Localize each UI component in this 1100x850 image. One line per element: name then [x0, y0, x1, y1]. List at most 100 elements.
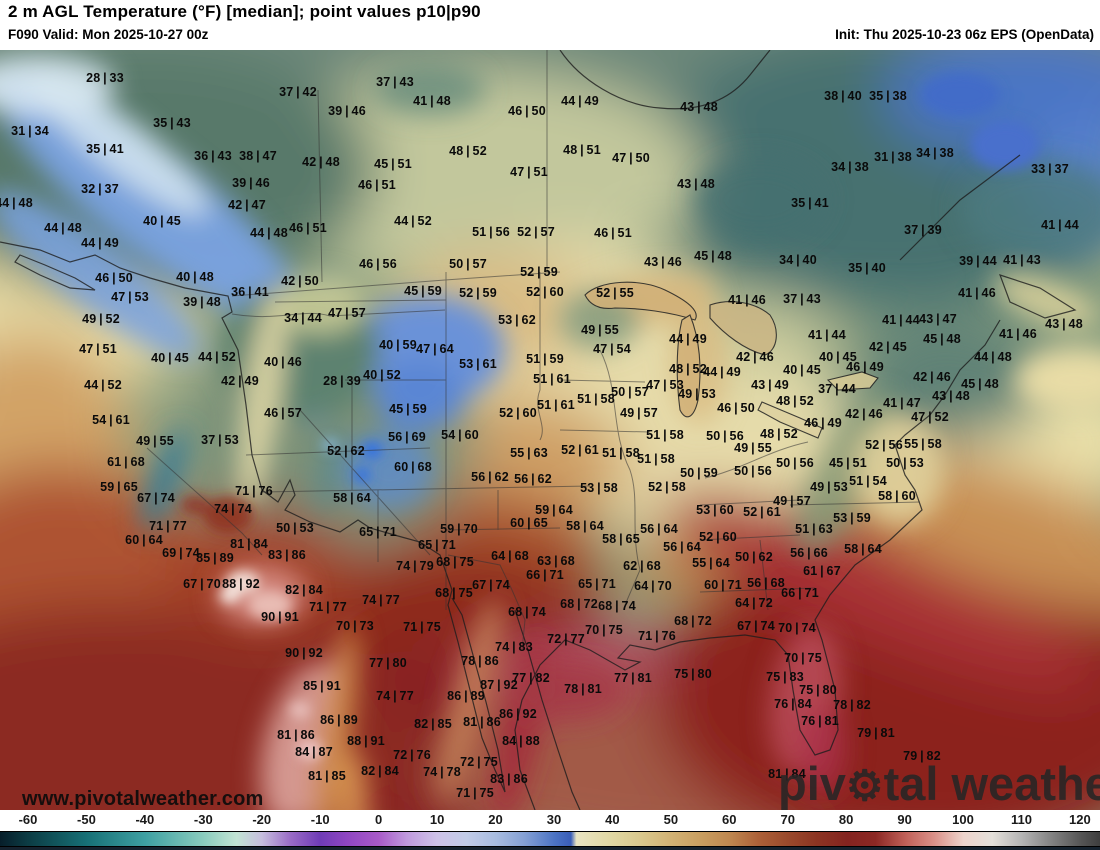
- point-value: 64 | 72: [735, 596, 773, 610]
- point-value: 86 | 89: [447, 689, 485, 703]
- point-value: 60 | 64: [125, 533, 163, 547]
- colorbar-tick: 70: [780, 812, 795, 827]
- point-value: 50 | 53: [886, 456, 924, 470]
- point-value: 54 | 60: [441, 428, 479, 442]
- point-value: 75 | 80: [674, 667, 712, 681]
- point-value: 53 | 61: [459, 357, 497, 371]
- point-value: 40 | 45: [819, 350, 857, 364]
- point-value: 45 | 48: [923, 332, 961, 346]
- point-value: 70 | 74: [778, 621, 816, 635]
- point-value: 34 | 38: [916, 146, 954, 160]
- point-value: 52 | 59: [459, 286, 497, 300]
- point-value: 45 | 48: [961, 377, 999, 391]
- point-value: 49 | 55: [581, 323, 619, 337]
- point-value: 71 | 75: [456, 786, 494, 800]
- point-value: 47 | 51: [510, 165, 548, 179]
- point-value: 47 | 53: [646, 378, 684, 392]
- point-value: 74 | 83: [495, 640, 533, 654]
- colorbar-tick: 90: [897, 812, 912, 827]
- point-value: 81 | 84: [768, 767, 806, 781]
- point-value: 41 | 47: [883, 396, 921, 410]
- point-value: 41 | 46: [999, 327, 1037, 341]
- header: 2 m AGL Temperature (°F) [median]; point…: [0, 0, 1100, 50]
- point-value: 35 | 41: [791, 196, 829, 210]
- valid-time-label: F090 Valid: Mon 2025-10-27 00z: [8, 27, 209, 42]
- point-value: 60 | 68: [394, 460, 432, 474]
- point-value: 74 | 77: [362, 593, 400, 607]
- point-value: 50 | 53: [276, 521, 314, 535]
- point-value: 74 | 79: [396, 559, 434, 573]
- point-value: 71 | 77: [149, 519, 187, 533]
- point-value: 72 | 76: [393, 748, 431, 762]
- point-value: 46 | 49: [804, 416, 842, 430]
- point-value: 87 | 92: [480, 678, 518, 692]
- point-value: 43 | 49: [751, 378, 789, 392]
- logo-text-pre: piv: [778, 757, 846, 810]
- colorbar-tick: -20: [252, 812, 272, 827]
- point-value: 41 | 46: [958, 286, 996, 300]
- point-value: 67 | 70: [183, 577, 221, 591]
- point-value: 49 | 57: [620, 406, 658, 420]
- colorbar-tick: 110: [1010, 812, 1032, 827]
- point-value: 48 | 51: [563, 143, 601, 157]
- point-value: 56 | 64: [663, 540, 701, 554]
- point-value: 82 | 84: [285, 583, 323, 597]
- temperature-colorbar: -60 -50 -40 -30 -20 -10 0 10 20 30 40 50 60 70 80 90 100…: [0, 810, 1100, 850]
- point-value: 88 | 92: [222, 577, 260, 591]
- point-value: 46 | 56: [359, 257, 397, 271]
- point-value: 47 | 64: [416, 342, 454, 356]
- point-value: 51 | 63: [795, 522, 833, 536]
- point-value: 72 | 77: [547, 632, 585, 646]
- point-value: 28 | 33: [86, 71, 124, 85]
- point-value: 62 | 68: [623, 559, 661, 573]
- point-value: 77 | 81: [614, 671, 652, 685]
- point-value: 41 | 43: [1003, 253, 1041, 267]
- map-canvas[interactable]: 28 | 33 31 | 34 35 | 43 35 | 41 36 | 43 38 | …: [0, 50, 1100, 810]
- point-value: 45 | 51: [374, 157, 412, 171]
- point-value: 44 | 52: [198, 350, 236, 364]
- point-value: 44 | 52: [394, 214, 432, 228]
- point-value: 39 | 48: [183, 295, 221, 309]
- point-value: 83 | 86: [268, 548, 306, 562]
- point-value: 64 | 70: [634, 579, 672, 593]
- point-value: 78 | 82: [833, 698, 871, 712]
- point-value: 46 | 51: [289, 221, 327, 235]
- point-value: 51 | 58: [646, 428, 684, 442]
- colorbar-tick: 80: [838, 812, 854, 827]
- point-value: 70 | 73: [336, 619, 374, 633]
- point-value: 46 | 50: [508, 104, 546, 118]
- point-value: 65 | 71: [418, 538, 456, 552]
- point-value: 56 | 68: [747, 576, 785, 590]
- point-value: 86 | 92: [499, 707, 537, 721]
- point-value: 42 | 46: [736, 350, 774, 364]
- point-value: 40 | 59: [379, 338, 417, 352]
- point-value: 68 | 75: [436, 555, 474, 569]
- point-value: 44 | 49: [669, 332, 707, 346]
- colorbar-tick: -50: [77, 812, 96, 827]
- point-value: 43 | 47: [919, 312, 957, 326]
- colorbar-tick: 30: [546, 812, 562, 827]
- point-value: 45 | 59: [389, 402, 427, 416]
- point-value: 64 | 68: [491, 549, 529, 563]
- point-value: 81 | 85: [308, 769, 346, 783]
- point-value: 79 | 81: [857, 726, 895, 740]
- point-value: 77 | 80: [369, 656, 407, 670]
- point-value: 85 | 89: [196, 551, 234, 565]
- point-value: 36 | 41: [231, 285, 269, 299]
- point-value: 56 | 62: [514, 472, 552, 486]
- point-value: 58 | 60: [878, 489, 916, 503]
- point-value: 51 | 58: [637, 452, 675, 466]
- point-value: 43 | 46: [644, 255, 682, 269]
- point-value: 39 | 46: [328, 104, 366, 118]
- point-value: 41 | 46: [728, 293, 766, 307]
- point-value: 42 | 50: [281, 274, 319, 288]
- point-value: 65 | 71: [578, 577, 616, 591]
- point-value: 55 | 58: [904, 437, 942, 451]
- gear-icon: ⚙: [845, 762, 884, 809]
- point-value: 71 | 77: [309, 600, 347, 614]
- point-value: 28 | 39: [323, 374, 361, 388]
- point-value: 42 | 46: [845, 407, 883, 421]
- point-value: 51 | 61: [537, 398, 575, 412]
- point-value: 85 | 91: [303, 679, 341, 693]
- point-value: 67 | 74: [472, 578, 510, 592]
